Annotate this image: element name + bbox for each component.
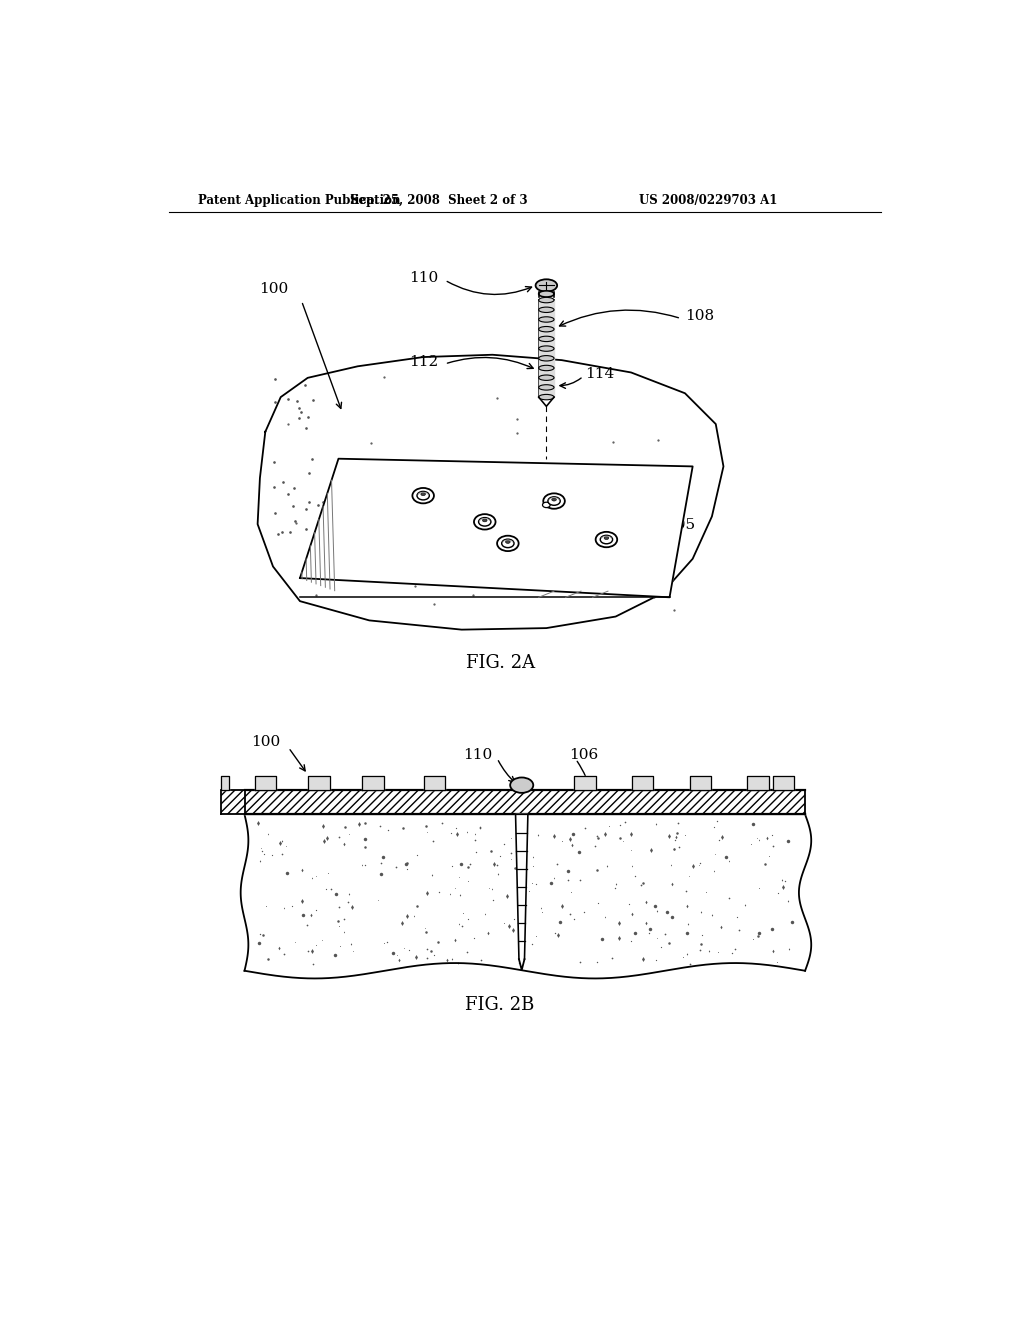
Polygon shape	[518, 906, 525, 923]
Ellipse shape	[539, 326, 554, 331]
Polygon shape	[539, 300, 554, 310]
Ellipse shape	[539, 308, 554, 313]
Ellipse shape	[417, 491, 429, 500]
Polygon shape	[258, 355, 724, 630]
Ellipse shape	[539, 355, 554, 360]
Text: 110: 110	[463, 748, 493, 762]
Text: 114: 114	[585, 367, 614, 381]
Polygon shape	[255, 776, 276, 789]
Polygon shape	[362, 776, 384, 789]
Polygon shape	[515, 814, 528, 833]
Polygon shape	[539, 387, 554, 397]
Ellipse shape	[600, 536, 612, 544]
Ellipse shape	[539, 366, 554, 371]
Polygon shape	[748, 776, 769, 789]
Ellipse shape	[506, 540, 510, 544]
Ellipse shape	[539, 290, 554, 297]
Text: 110: 110	[410, 271, 438, 285]
Polygon shape	[689, 776, 711, 789]
Ellipse shape	[543, 502, 550, 508]
Polygon shape	[221, 776, 229, 789]
Polygon shape	[574, 776, 596, 789]
Ellipse shape	[552, 498, 556, 502]
Text: FIG. 2A: FIG. 2A	[466, 653, 535, 672]
Ellipse shape	[510, 777, 534, 793]
Polygon shape	[539, 319, 554, 329]
Polygon shape	[517, 887, 526, 906]
Polygon shape	[539, 358, 554, 368]
Polygon shape	[539, 329, 554, 339]
Ellipse shape	[539, 395, 554, 400]
Polygon shape	[516, 850, 527, 869]
Ellipse shape	[421, 492, 425, 496]
Polygon shape	[539, 339, 554, 348]
Text: FIG. 2B: FIG. 2B	[466, 997, 535, 1014]
Polygon shape	[518, 923, 525, 941]
Polygon shape	[539, 378, 554, 387]
Ellipse shape	[548, 496, 560, 506]
Polygon shape	[308, 776, 330, 789]
Polygon shape	[221, 789, 245, 814]
Ellipse shape	[502, 539, 514, 548]
Ellipse shape	[478, 517, 490, 527]
Text: Sep. 25, 2008  Sheet 2 of 3: Sep. 25, 2008 Sheet 2 of 3	[350, 194, 527, 207]
Ellipse shape	[536, 280, 557, 292]
Polygon shape	[424, 776, 445, 789]
Text: Patent Application Publication: Patent Application Publication	[199, 194, 400, 207]
Polygon shape	[632, 776, 653, 789]
Text: 108: 108	[685, 309, 714, 323]
Polygon shape	[539, 348, 554, 358]
Text: 112: 112	[410, 355, 438, 370]
Polygon shape	[539, 368, 554, 378]
Text: US 2008/0229703 A1: US 2008/0229703 A1	[639, 194, 777, 207]
Polygon shape	[300, 459, 692, 598]
Ellipse shape	[539, 337, 554, 342]
Text: 105: 105	[666, 517, 695, 532]
Polygon shape	[517, 869, 526, 887]
Ellipse shape	[539, 317, 554, 322]
Ellipse shape	[539, 375, 554, 380]
Ellipse shape	[482, 519, 487, 521]
Polygon shape	[518, 941, 525, 960]
Polygon shape	[516, 833, 527, 850]
Ellipse shape	[539, 346, 554, 351]
Ellipse shape	[604, 536, 608, 540]
Text: 100: 100	[259, 282, 289, 296]
Polygon shape	[539, 310, 554, 319]
Ellipse shape	[539, 384, 554, 391]
Ellipse shape	[539, 297, 554, 302]
Polygon shape	[773, 776, 795, 789]
Text: 100: 100	[252, 735, 281, 748]
Text: 106: 106	[569, 748, 599, 762]
